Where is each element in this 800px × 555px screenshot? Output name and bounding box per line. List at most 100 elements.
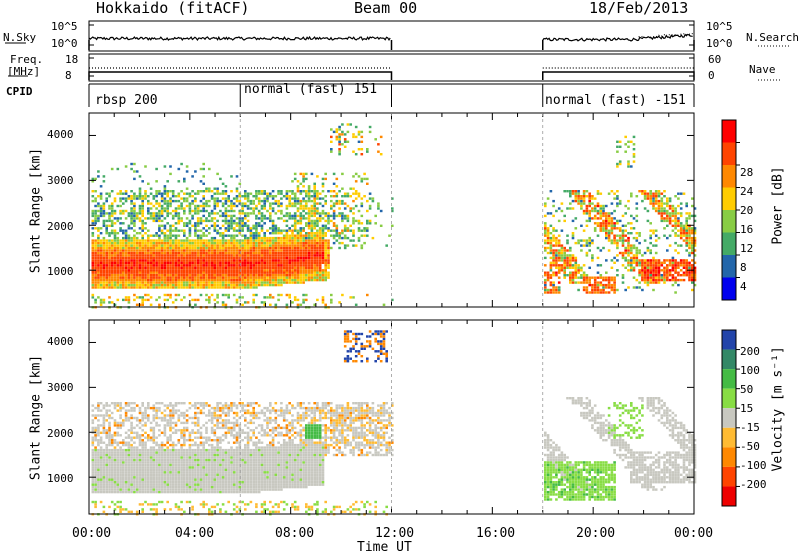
power-cell [636,239,639,241]
power-cell [586,281,589,283]
power-cell [180,286,183,288]
power-cell [230,257,233,259]
power-cell [164,281,167,283]
power-cell [680,279,683,281]
power-cell [266,277,269,279]
power-cell [691,244,694,246]
power-cell [94,217,97,219]
power-cell [130,217,133,219]
power-cell [561,259,564,261]
power-cell [322,205,325,207]
power-cell [158,267,161,269]
power-cell [263,235,266,237]
power-cell [577,269,580,271]
power-cell [155,267,158,269]
velocity-cell [94,439,97,441]
power-cell [308,197,311,199]
power-cell [239,210,242,212]
velocity-cell [139,449,142,451]
power-cell [111,230,114,232]
power-cell [241,277,244,279]
power-cell [550,277,553,279]
power-cell [197,269,200,271]
power-cell [558,289,561,291]
power-cell [183,210,186,212]
power-cell [191,249,194,251]
power-cell [311,269,314,271]
power-cell [189,205,192,207]
power-cell [255,222,258,224]
power-cell [261,237,264,239]
power-cell [336,136,339,138]
velocity-cell [117,501,120,503]
velocity-cell [136,419,139,421]
velocity-cell [97,459,100,461]
power-cell [222,267,225,269]
power-cell [324,235,327,237]
power-cell [647,277,650,279]
velocity-cell [158,491,161,493]
velocity-cell [139,466,142,468]
velocity-cell [119,511,122,513]
power-cell [330,301,333,303]
velocity-cell [130,427,133,429]
power-cell [211,212,214,214]
power-cell [155,235,158,237]
noise-sky-series [543,34,693,41]
power-cell [153,244,156,246]
power-cell [597,284,600,286]
power-cell [352,175,355,177]
power-cell [222,274,225,276]
power-cell [216,254,219,256]
power-cell [125,296,128,298]
power-cell [155,262,158,264]
velocity-cell [114,451,117,453]
power-cell [141,272,144,274]
power-cell [108,195,111,197]
power-cell [133,267,136,269]
power-cell [302,244,305,246]
power-cell [139,277,142,279]
power-cell [385,244,388,246]
power-cell [139,257,142,259]
power-cell [128,296,131,298]
power-cell [94,215,97,217]
power-cell [178,230,181,232]
power-cell [144,165,147,167]
power-cell [239,242,242,244]
power-cell [572,193,575,195]
power-cell [205,210,208,212]
power-cell [636,237,639,239]
velocity-cell [150,474,153,476]
power-cell [169,249,172,251]
velocity-cell [155,466,158,468]
power-cell [119,272,122,274]
power-cell [336,185,339,187]
power-cell [672,259,675,261]
power-cell [558,264,561,266]
power-cell [316,264,319,266]
power-cell [100,252,103,254]
power-cell [288,262,291,264]
power-cell [233,284,236,286]
power-cell [189,242,192,244]
power-cell [622,257,625,259]
power-cell [586,254,589,256]
velocity-cell [155,511,158,513]
velocity-cell [139,486,142,488]
velocity-cell [164,479,167,481]
power-cell [683,267,686,269]
power-cell [302,185,305,187]
power-cell [261,247,264,249]
power-cell [236,279,239,281]
power-cell [136,212,139,214]
power-cell [255,237,258,239]
velocity-cell [103,471,106,473]
power-cell [611,222,614,224]
power-cell [605,286,608,288]
power-cell [119,193,122,195]
power-cell [272,259,275,261]
power-cell [255,262,258,264]
velocity-cell [161,476,164,478]
power-cell [269,277,272,279]
